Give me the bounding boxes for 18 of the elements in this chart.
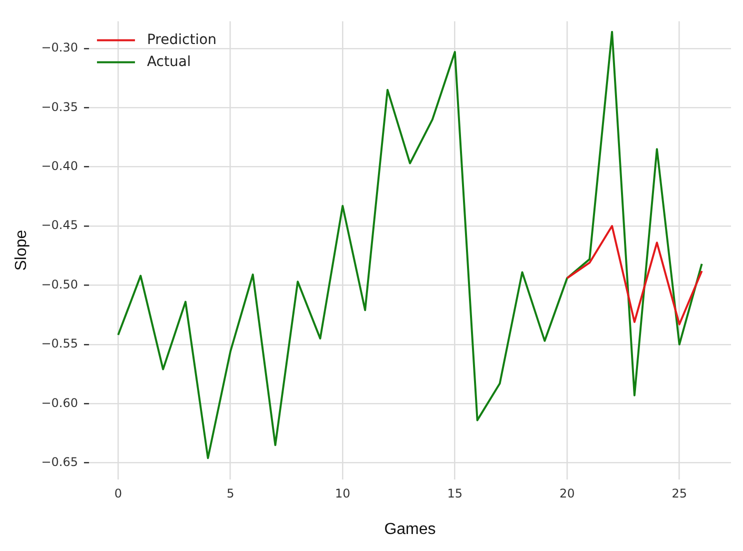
y-tick-label: −0.65 <box>41 454 78 469</box>
y-tick-label: −0.60 <box>41 396 78 410</box>
x-tick-label: 0 <box>114 486 122 501</box>
legend-label: Prediction <box>146 32 217 48</box>
x-tick-label: 25 <box>672 486 688 501</box>
y-tick-label: −0.45 <box>41 218 78 232</box>
y-tick-label: −0.40 <box>41 158 78 173</box>
x-tick-label: 5 <box>226 486 234 501</box>
y-axis-title: Slope <box>13 230 30 271</box>
y-tick-label: −0.30 <box>41 40 78 55</box>
x-axis-title: Games <box>384 520 436 538</box>
x-tick-label: 20 <box>559 486 575 501</box>
x-tick-label: 15 <box>447 486 463 501</box>
legend-label: Actual <box>146 54 191 70</box>
y-tick-label: −0.55 <box>41 336 78 351</box>
y-tick-label: −0.35 <box>41 100 78 114</box>
y-tick-label: −0.50 <box>41 277 78 292</box>
x-tick-label: 10 <box>335 486 350 501</box>
